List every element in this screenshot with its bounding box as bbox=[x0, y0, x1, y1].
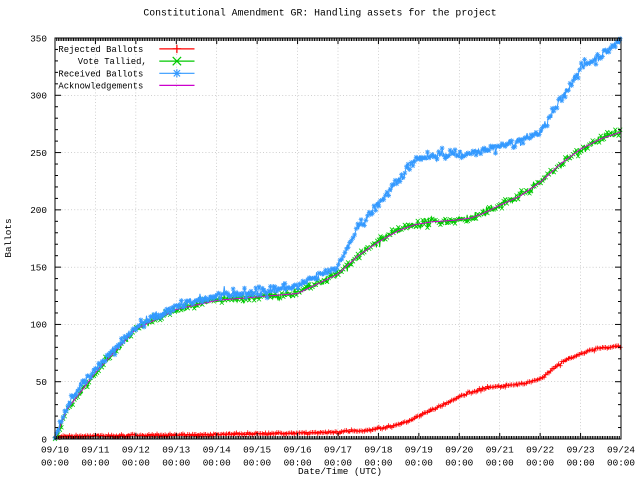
svg-text:100: 100 bbox=[30, 320, 47, 331]
svg-text:00:00: 00:00 bbox=[405, 458, 433, 469]
svg-text:09/11: 09/11 bbox=[81, 445, 109, 456]
svg-text:250: 250 bbox=[30, 148, 47, 159]
svg-text:09/21: 09/21 bbox=[486, 445, 514, 456]
svg-text:09/20: 09/20 bbox=[445, 445, 473, 456]
svg-text:00:00: 00:00 bbox=[162, 458, 190, 469]
svg-text:09/10: 09/10 bbox=[41, 445, 69, 456]
svg-text:200: 200 bbox=[30, 205, 47, 216]
svg-text:00:00: 00:00 bbox=[41, 458, 69, 469]
svg-text:09/15: 09/15 bbox=[243, 445, 271, 456]
svg-text:09/17: 09/17 bbox=[324, 445, 352, 456]
svg-text:Acknowledgements: Acknowledgements bbox=[58, 82, 143, 92]
svg-text:00:00: 00:00 bbox=[122, 458, 150, 469]
svg-text:09/18: 09/18 bbox=[364, 445, 392, 456]
svg-text:09/14: 09/14 bbox=[203, 445, 231, 456]
svg-text:Vote Tallied,: Vote Tallied, bbox=[78, 57, 147, 67]
svg-text:Ballots: Ballots bbox=[3, 218, 14, 257]
svg-text:00:00: 00:00 bbox=[81, 458, 109, 469]
svg-text:09/12: 09/12 bbox=[122, 445, 150, 456]
svg-text:00:00: 00:00 bbox=[445, 458, 473, 469]
svg-text:09/23: 09/23 bbox=[567, 445, 595, 456]
svg-text:00:00: 00:00 bbox=[486, 458, 514, 469]
svg-text:00:00: 00:00 bbox=[607, 458, 635, 469]
svg-text:Rejected Ballots: Rejected Ballots bbox=[58, 45, 143, 55]
svg-text:Received Ballots: Received Ballots bbox=[58, 69, 143, 79]
svg-text:00:00: 00:00 bbox=[243, 458, 271, 469]
svg-text:Constitutional Amendment GR: H: Constitutional Amendment GR: Handling as… bbox=[143, 8, 496, 19]
svg-text:00:00: 00:00 bbox=[567, 458, 595, 469]
svg-text:09/22: 09/22 bbox=[526, 445, 554, 456]
svg-text:350: 350 bbox=[30, 33, 47, 44]
svg-text:150: 150 bbox=[30, 262, 47, 273]
svg-text:00:00: 00:00 bbox=[526, 458, 554, 469]
svg-text:09/19: 09/19 bbox=[405, 445, 433, 456]
svg-text:09/16: 09/16 bbox=[284, 445, 312, 456]
svg-text:300: 300 bbox=[30, 91, 47, 102]
svg-text:50: 50 bbox=[36, 377, 48, 388]
svg-text:00:00: 00:00 bbox=[203, 458, 231, 469]
svg-text:09/13: 09/13 bbox=[162, 445, 190, 456]
svg-text:09/24: 09/24 bbox=[607, 445, 635, 456]
svg-text:Date/Time (UTC): Date/Time (UTC) bbox=[298, 466, 382, 477]
